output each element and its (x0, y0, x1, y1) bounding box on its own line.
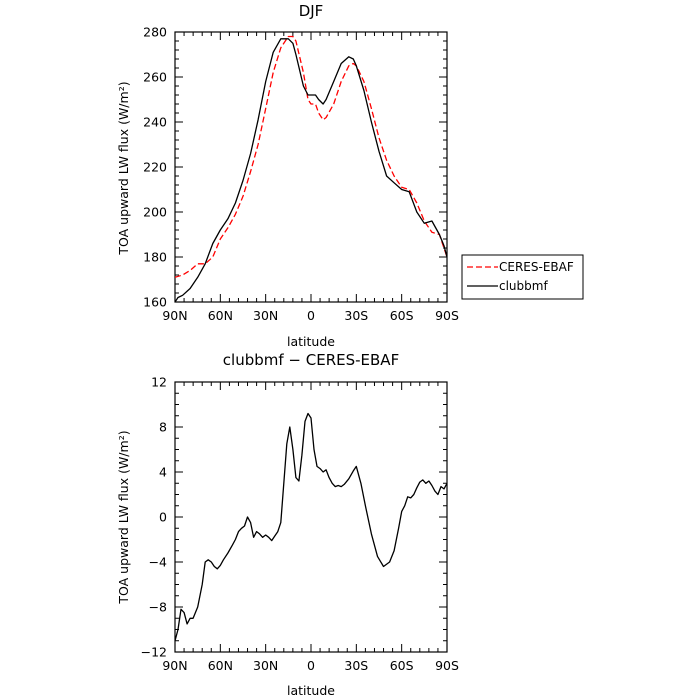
plot-frame (174, 31, 448, 303)
chart-bottom-title: clubbmf − CERES-EBAF (223, 351, 399, 369)
legend-label-clubbmf: clubbmf (499, 279, 548, 293)
x-tick-label: 0 (307, 308, 315, 323)
y-tick-label: 240 (143, 115, 167, 130)
x-tick-label: 90S (435, 308, 459, 323)
series-line-difference-0 (175, 412, 447, 641)
chart-top-xlabel: latitude (287, 334, 335, 349)
x-tick-label: 30N (253, 308, 278, 323)
y-tick-label: −8 (149, 600, 167, 615)
x-tick-label: 60S (390, 308, 414, 323)
legend-box (461, 254, 584, 300)
y-tick-label: 0 (159, 510, 167, 525)
y-tick-label: −4 (149, 555, 167, 570)
chart-bottom-ylabel: TOA upward LW flux (W/m²) (116, 430, 131, 604)
x-tick-label: 30N (253, 658, 278, 673)
chart-top-legend: CERES-EBAF clubbmf (461, 254, 584, 300)
chart-bottom-plot-area: 90N 60N 30N 0 30S 60S 90S −12 −8 −4 0 4 8 12 (141, 375, 459, 674)
y-tick-label: 12 (151, 375, 167, 390)
y-tick-label: 8 (159, 420, 167, 435)
x-tick-label: 30S (344, 308, 368, 323)
x-tick-label: 90S (435, 658, 459, 673)
x-tick-label: 90N (162, 308, 187, 323)
y-tick-label: 4 (159, 465, 167, 480)
chart-top-ylabel: TOA upward LW flux (W/m²) (116, 81, 131, 255)
chart-bottom: clubbmf − CERES-EBAF TOA upward LW flux … (116, 351, 459, 698)
x-tick-label: 60N (208, 658, 233, 673)
chart-top-title: DJF (299, 2, 324, 20)
x-tick-label: 60S (390, 658, 414, 673)
chart-top: DJF TOA upward LW flux (W/m²) latitude 9… (116, 2, 584, 349)
chart-bottom-xlabel: latitude (287, 683, 335, 698)
chart-top-plot-area: 90N 60N 30N 0 30S 60S 90S 160 180 200 220 240 260 280 (143, 25, 459, 324)
x-tick-label: 60N (208, 308, 233, 323)
legend-label-ceres: CERES-EBAF (499, 260, 574, 274)
x-tick-label: 90N (162, 658, 187, 673)
y-tick-label: 220 (143, 160, 167, 175)
x-tick-label: 0 (307, 658, 315, 673)
y-tick-label: 280 (143, 25, 167, 40)
y-tick-label: −12 (141, 645, 167, 660)
y-tick-label: 260 (143, 70, 167, 85)
y-tick-label: 160 (143, 295, 167, 310)
x-tick-label: 30S (344, 658, 368, 673)
y-tick-label: 200 (143, 205, 167, 220)
series-line-clubbmf (175, 38, 447, 302)
y-tick-label: 180 (143, 250, 167, 265)
series-line-ceres-ebaf (175, 35, 447, 278)
